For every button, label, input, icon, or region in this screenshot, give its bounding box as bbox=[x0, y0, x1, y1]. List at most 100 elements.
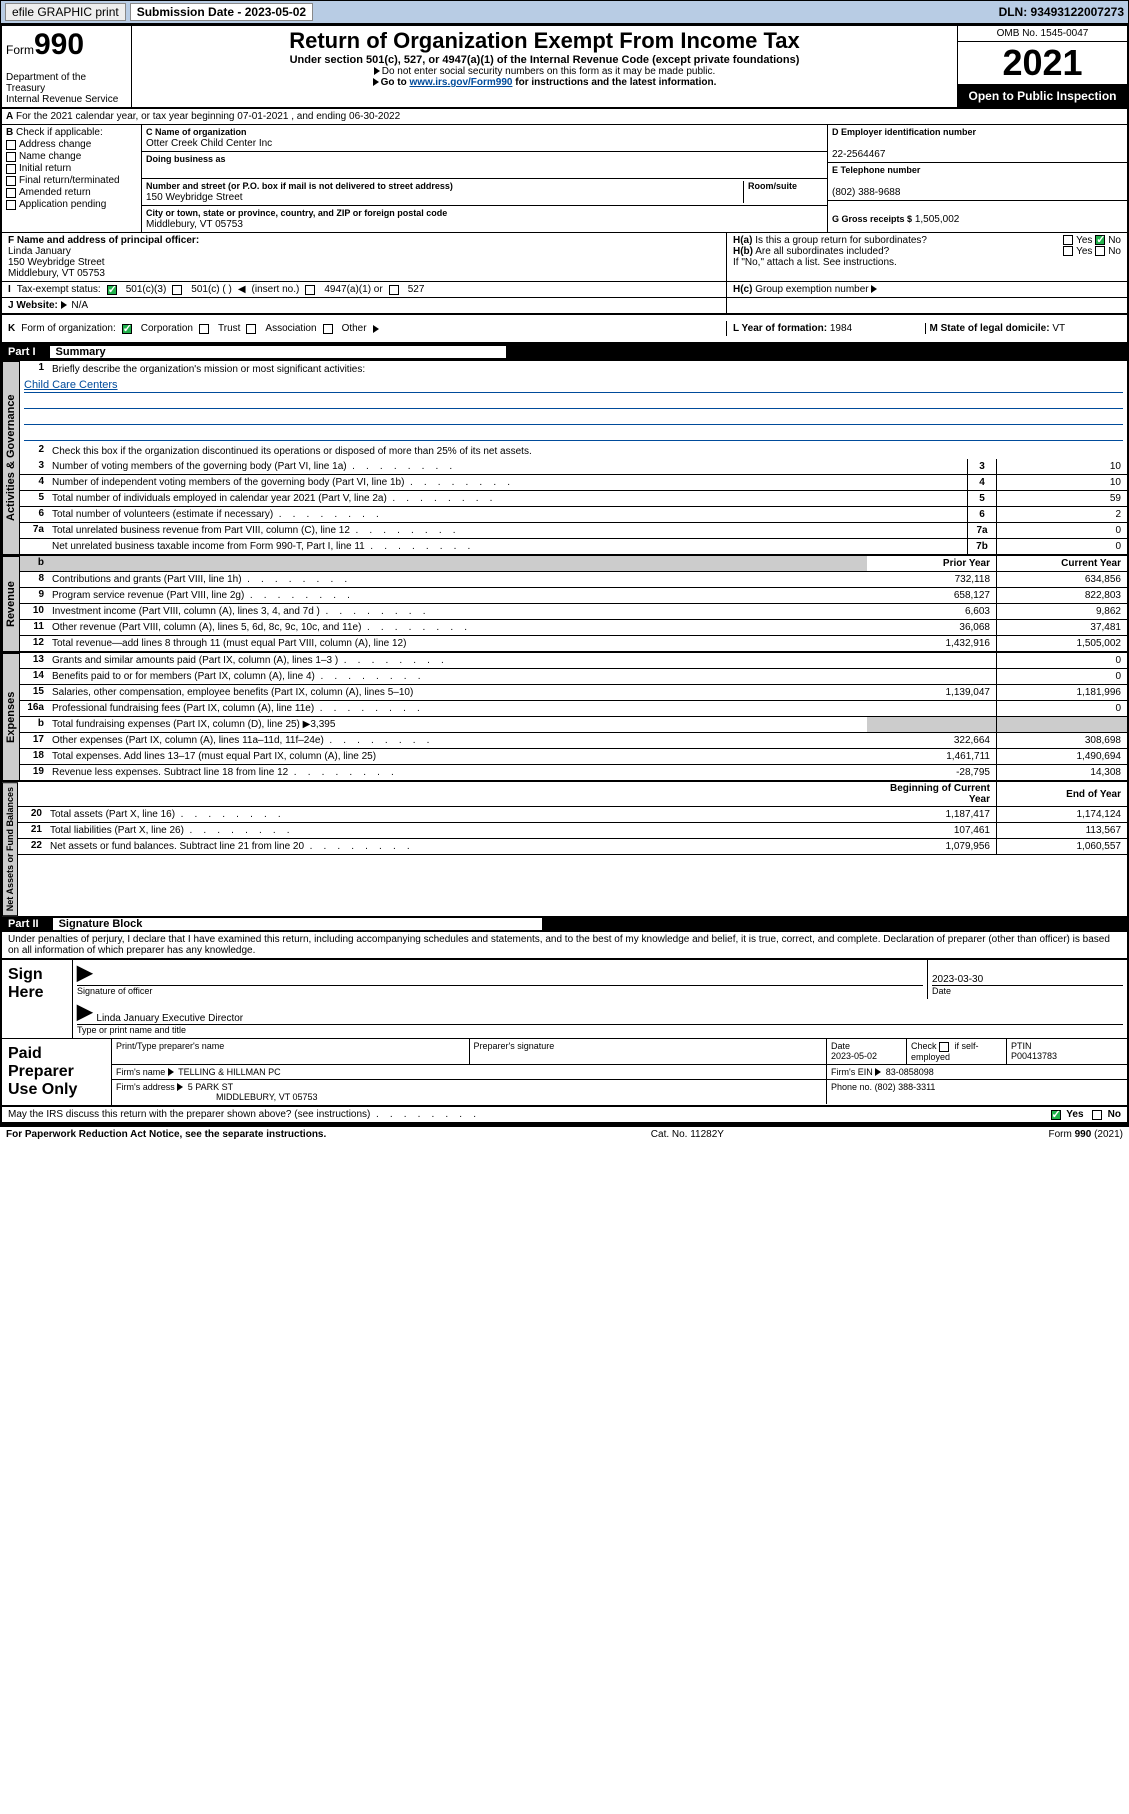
yes-label: Yes bbox=[1066, 1109, 1083, 1120]
hc-label: Group exemption number bbox=[755, 284, 868, 295]
section-a: A For the 2021 calendar year, or tax yea… bbox=[2, 109, 1127, 125]
checkbox-icon[interactable] bbox=[1095, 246, 1105, 256]
revenue-tab: Revenue bbox=[2, 556, 20, 652]
line10-prior: 6,603 bbox=[867, 604, 997, 619]
sig-officer-label: Signature of officer bbox=[77, 986, 152, 996]
officer-name: Linda January bbox=[8, 246, 71, 257]
checkbox-icon[interactable] bbox=[1092, 1110, 1102, 1120]
section-hc: H(c) Group exemption number bbox=[727, 282, 1127, 297]
line16a-prior bbox=[867, 701, 997, 716]
checkbox-checked-icon[interactable] bbox=[1051, 1110, 1061, 1120]
prep-date: 2023-05-02 bbox=[831, 1051, 877, 1061]
arrow-icon bbox=[373, 325, 379, 333]
city-label: City or town, state or province, country… bbox=[146, 208, 447, 218]
line9-desc: Program service revenue (Part VIII, line… bbox=[52, 590, 244, 601]
mission-label: Briefly describe the organization's miss… bbox=[52, 364, 365, 375]
chk-label: Address change bbox=[19, 139, 91, 150]
check-application-pending[interactable]: Application pending bbox=[6, 199, 137, 210]
part-label: Part I bbox=[8, 346, 46, 358]
section-j: J Website: N/A bbox=[2, 298, 727, 313]
checkbox-icon[interactable] bbox=[1063, 246, 1073, 256]
line6-desc: Total number of volunteers (estimate if … bbox=[52, 509, 273, 520]
arrow-icon bbox=[871, 285, 877, 293]
checkbox-icon[interactable] bbox=[6, 200, 16, 210]
check-address-change[interactable]: Address change bbox=[6, 139, 137, 150]
efile-print-button[interactable]: efile GRAPHIC print bbox=[5, 3, 126, 21]
print-name-label: Type or print name and title bbox=[77, 1025, 186, 1035]
line19-desc: Revenue less expenses. Subtract line 18 … bbox=[52, 767, 288, 778]
prior-year-header: Prior Year bbox=[867, 556, 997, 571]
phone-value: (802) 388-9688 bbox=[832, 187, 900, 198]
checkbox-icon[interactable] bbox=[6, 140, 16, 150]
checkbox-icon[interactable] bbox=[6, 152, 16, 162]
527-label: 527 bbox=[408, 284, 425, 295]
firm-ein-label: Firm's EIN bbox=[831, 1067, 873, 1077]
line7a-box: 7a bbox=[967, 523, 997, 538]
domicile-value: VT bbox=[1052, 323, 1065, 334]
line21-desc: Total liabilities (Part X, line 26) bbox=[50, 825, 184, 836]
note-1: Do not enter social security numbers on … bbox=[138, 66, 951, 77]
checkbox-icon[interactable] bbox=[939, 1042, 949, 1052]
checkbox-icon[interactable] bbox=[389, 285, 399, 295]
checkbox-icon[interactable] bbox=[246, 324, 256, 334]
form-title: Return of Organization Exempt From Incom… bbox=[138, 28, 951, 54]
checkbox-icon[interactable] bbox=[305, 285, 315, 295]
line13-current: 0 bbox=[997, 653, 1127, 668]
line9-prior: 658,127 bbox=[867, 588, 997, 603]
check-final-return[interactable]: Final return/terminated bbox=[6, 175, 137, 186]
line12-current: 1,505,002 bbox=[997, 636, 1127, 651]
line22-beg: 1,079,956 bbox=[867, 839, 997, 854]
checkbox-icon[interactable] bbox=[6, 176, 16, 186]
ein-value: 22-2564467 bbox=[832, 149, 885, 160]
irs-link[interactable]: www.irs.gov/Form990 bbox=[409, 77, 512, 88]
revenue-section: Revenue bPrior YearCurrent Year 8Contrib… bbox=[2, 555, 1127, 652]
paid-preparer-block: Paid Preparer Use Only Print/Type prepar… bbox=[2, 1039, 1127, 1107]
sections-deg: D Employer identification number22-25644… bbox=[827, 125, 1127, 232]
line11-current: 37,481 bbox=[997, 620, 1127, 635]
no-label: No bbox=[1108, 1109, 1121, 1120]
open-public-badge: Open to Public Inspection bbox=[958, 85, 1127, 107]
checkbox-icon[interactable] bbox=[172, 285, 182, 295]
section-f: F Name and address of principal officer:… bbox=[2, 233, 727, 281]
department-label: Department of the Treasury Internal Reve… bbox=[6, 72, 127, 105]
line17-desc: Other expenses (Part IX, column (A), lin… bbox=[52, 735, 324, 746]
form-subtitle: Under section 501(c), 527, or 4947(a)(1)… bbox=[138, 54, 951, 66]
line14-prior bbox=[867, 669, 997, 684]
checkbox-icon[interactable] bbox=[1063, 235, 1073, 245]
no-label: No bbox=[1108, 235, 1121, 246]
arrow-icon bbox=[875, 1068, 881, 1076]
line7b-val: 0 bbox=[997, 539, 1127, 554]
checkbox-checked-icon[interactable] bbox=[122, 324, 132, 334]
checkbox-icon[interactable] bbox=[199, 324, 209, 334]
line17-current: 308,698 bbox=[997, 733, 1127, 748]
form-org-label: Form of organization: bbox=[21, 323, 116, 334]
checkbox-icon[interactable] bbox=[6, 188, 16, 198]
checkbox-checked-icon[interactable] bbox=[107, 285, 117, 295]
other-label: Other bbox=[342, 323, 367, 334]
line19-prior: -28,795 bbox=[867, 765, 997, 780]
header-right: OMB No. 1545-0047 2021 Open to Public In… bbox=[957, 26, 1127, 107]
check-amended[interactable]: Amended return bbox=[6, 187, 137, 198]
check-name-change[interactable]: Name change bbox=[6, 151, 137, 162]
year-formation-label: L Year of formation: bbox=[733, 323, 827, 334]
chk-label: Application pending bbox=[19, 199, 106, 210]
form-header: Form990 Department of the Treasury Inter… bbox=[2, 26, 1127, 109]
sign-here-label: Sign Here bbox=[2, 960, 72, 1038]
part-1-header: Part I Summary bbox=[2, 344, 1127, 360]
checkbox-checked-icon[interactable] bbox=[1095, 235, 1105, 245]
checkbox-icon[interactable] bbox=[323, 324, 333, 334]
mission-value[interactable]: Child Care Centers bbox=[24, 379, 118, 391]
org-name: Otter Creek Child Center Inc bbox=[146, 138, 272, 149]
part-title: Summary bbox=[50, 346, 506, 358]
chk-label: Amended return bbox=[19, 187, 91, 198]
line4-val: 10 bbox=[997, 475, 1127, 490]
check-initial-return[interactable]: Initial return bbox=[6, 163, 137, 174]
part2-label: Part II bbox=[8, 918, 49, 930]
current-year-header: Current Year bbox=[997, 556, 1127, 571]
checkbox-icon[interactable] bbox=[6, 164, 16, 174]
submission-date: Submission Date - 2023-05-02 bbox=[130, 3, 313, 21]
declaration-text: Under penalties of perjury, I declare th… bbox=[2, 932, 1127, 958]
line6-val: 2 bbox=[997, 507, 1127, 522]
city-value: Middlebury, VT 05753 bbox=[146, 219, 243, 230]
section-b-label: Check if applicable: bbox=[16, 127, 103, 138]
